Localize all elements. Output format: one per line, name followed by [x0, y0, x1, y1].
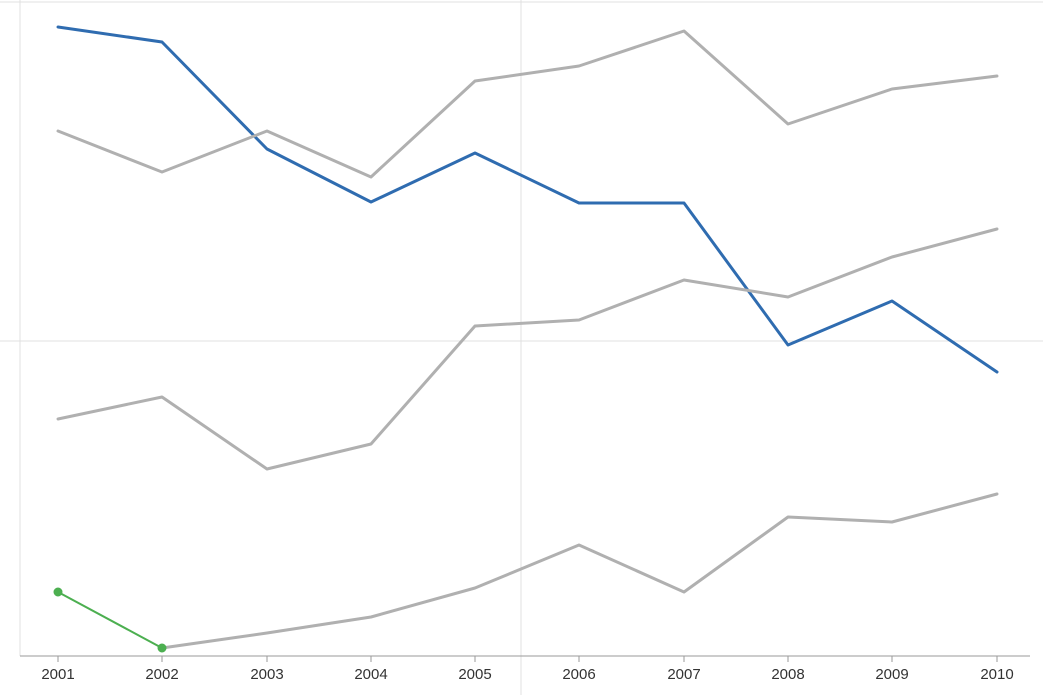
series-green	[58, 592, 162, 648]
x-axis-label: 2005	[458, 666, 491, 683]
series-gray-top	[58, 31, 997, 177]
x-axis-label: 2002	[145, 666, 178, 683]
series-green-marker	[54, 588, 62, 596]
x-axis-label: 2003	[250, 666, 283, 683]
series-gray-middle	[58, 229, 997, 469]
line-chart	[0, 0, 1043, 695]
series-blue	[58, 27, 997, 372]
x-axis-label: 2006	[562, 666, 595, 683]
x-axis-label: 2001	[41, 666, 74, 683]
series-green-marker	[158, 644, 166, 652]
x-axis-label: 2008	[771, 666, 804, 683]
x-axis-label: 2009	[875, 666, 908, 683]
x-axis-label: 2007	[667, 666, 700, 683]
series-gray-lower	[162, 494, 997, 648]
x-axis-label: 2010	[980, 666, 1013, 683]
x-axis-label: 2004	[354, 666, 387, 683]
